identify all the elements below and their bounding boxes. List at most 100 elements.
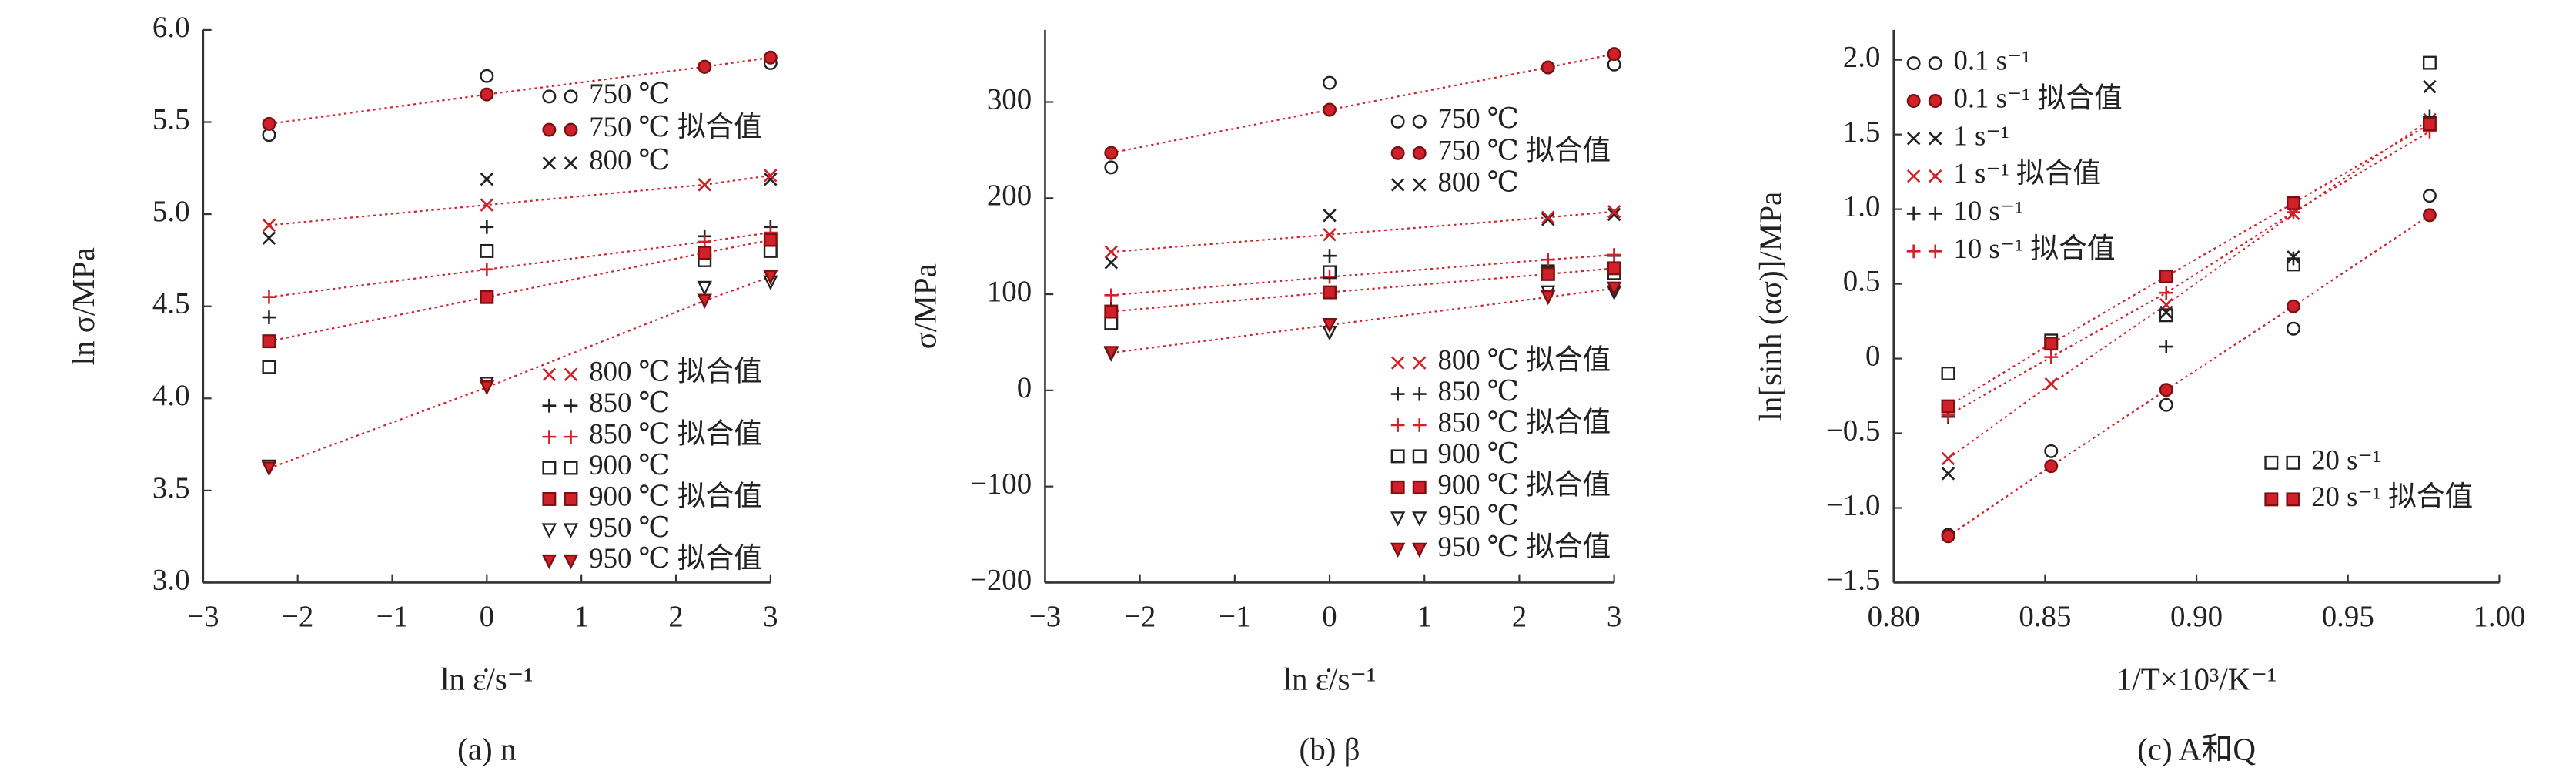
x-axis-title: 1/T×10³/K⁻¹ — [2116, 662, 2277, 697]
data-point — [262, 231, 276, 245]
legend-label: 1 s⁻¹ — [1954, 119, 2009, 151]
x-tick-label: 3 — [763, 600, 778, 633]
data-point — [2286, 196, 2300, 210]
x-tick-label: −2 — [282, 600, 313, 633]
legend-marker — [1929, 169, 1942, 183]
fit-line — [1111, 210, 1614, 253]
data-point — [2286, 299, 2300, 313]
data-point — [1323, 228, 1337, 242]
legend-marker — [1412, 449, 1427, 464]
legend-marker — [542, 491, 557, 506]
legend-marker — [2264, 455, 2279, 470]
data-point — [698, 246, 712, 260]
y-axis-title: ln[sinh (ασ)]/MPa — [1753, 192, 1788, 421]
data-point — [764, 172, 778, 186]
data-point — [698, 178, 711, 192]
legend-marker — [1390, 449, 1405, 464]
y-tick-label: 5.5 — [152, 102, 190, 136]
legend-label: 10 s⁻¹ 拟合值 — [1954, 233, 2116, 264]
legend-marker — [1906, 206, 1921, 221]
data-point — [1323, 249, 1337, 263]
legend-marker — [1928, 244, 1942, 259]
data-point — [1104, 304, 1119, 319]
x-tick-label: 0.80 — [1868, 600, 1920, 633]
legend-label: 750 ℃ 拟合值 — [1438, 134, 1611, 166]
legend-marker — [564, 156, 578, 170]
y-tick-label: 0.5 — [1843, 265, 1881, 298]
legend-label: 750 ℃ — [1438, 102, 1519, 134]
data-point — [2044, 337, 2059, 351]
fit-line — [1111, 287, 1614, 354]
x-tick-label: 0.95 — [2322, 600, 2374, 633]
legend-label: 900 ℃ — [589, 449, 670, 481]
legend-label: 950 ℃ 拟合值 — [1438, 531, 1611, 562]
legend-marker — [1906, 244, 1921, 259]
legend-marker — [564, 122, 578, 137]
y-tick-label: −0.5 — [1826, 414, 1881, 447]
x-tick-label: −3 — [187, 600, 219, 633]
x-tick-label: 1 — [1417, 600, 1431, 633]
x-tick-label: 0.85 — [2019, 600, 2071, 633]
data-point — [2044, 444, 2059, 458]
y-tick-label: 3.5 — [152, 471, 190, 504]
data-point — [1607, 207, 1621, 222]
data-point — [2159, 397, 2173, 412]
data-point — [480, 87, 494, 102]
legend-label: 950 ℃ — [589, 511, 670, 543]
legend-marker — [542, 367, 557, 381]
legend-marker — [1906, 169, 1921, 183]
data-point — [1607, 261, 1621, 276]
fit-line — [269, 174, 771, 226]
legend-marker — [541, 554, 557, 570]
y-tick-label: 200 — [987, 179, 1032, 212]
data-point — [1607, 47, 1621, 62]
legend-marker — [1412, 480, 1427, 494]
legend-marker — [1906, 56, 1921, 71]
y-tick-label: 2.0 — [1843, 41, 1881, 74]
legend-marker — [1412, 114, 1427, 129]
data-point — [2286, 321, 2300, 336]
legend-marker — [1390, 480, 1405, 494]
data-point — [1104, 288, 1119, 303]
x-tick-label: −1 — [376, 600, 408, 633]
data-point — [1323, 75, 1337, 90]
legend-label: 850 ℃ — [1438, 375, 1519, 407]
y-tick-label: −200 — [970, 563, 1032, 596]
y-tick-label: 300 — [987, 82, 1032, 116]
data-point — [1323, 265, 1337, 280]
data-point — [1941, 529, 1955, 544]
legend-marker — [542, 430, 557, 444]
data-point — [763, 270, 778, 285]
legend-marker — [564, 430, 578, 444]
data-point — [262, 310, 276, 324]
y-axis-title: σ/MPa — [908, 263, 943, 349]
data-point — [697, 293, 712, 309]
caption: (b) β — [1300, 731, 1360, 766]
data-point — [1941, 451, 1955, 466]
fit-line — [269, 276, 771, 470]
legend-marker — [564, 89, 578, 104]
y-tick-label: −1.0 — [1826, 488, 1881, 521]
x-axis-title: ln ε̇/s⁻¹ — [440, 662, 534, 697]
data-point — [2423, 79, 2437, 94]
legend-marker — [564, 398, 578, 413]
legend-label: 850 ℃ 拟合值 — [589, 418, 762, 450]
data-point — [480, 69, 494, 83]
data-point — [1607, 248, 1621, 262]
x-tick-label: 3 — [1607, 600, 1621, 633]
legend-label: 20 s⁻¹ — [2311, 444, 2381, 475]
fit-line — [269, 239, 771, 343]
data-point — [480, 198, 494, 212]
data-point — [480, 262, 494, 276]
y-tick-label: 4.5 — [152, 287, 190, 320]
legend-marker — [1390, 178, 1405, 192]
data-point — [1104, 316, 1119, 330]
legend-marker — [542, 122, 557, 137]
legend-marker — [1928, 94, 1942, 108]
fit-line — [269, 231, 771, 298]
legend-label: 800 ℃ — [589, 144, 670, 176]
legend-marker — [564, 367, 578, 381]
y-tick-label: −100 — [970, 467, 1032, 501]
data-point — [1941, 467, 1955, 481]
data-point — [1104, 245, 1119, 259]
